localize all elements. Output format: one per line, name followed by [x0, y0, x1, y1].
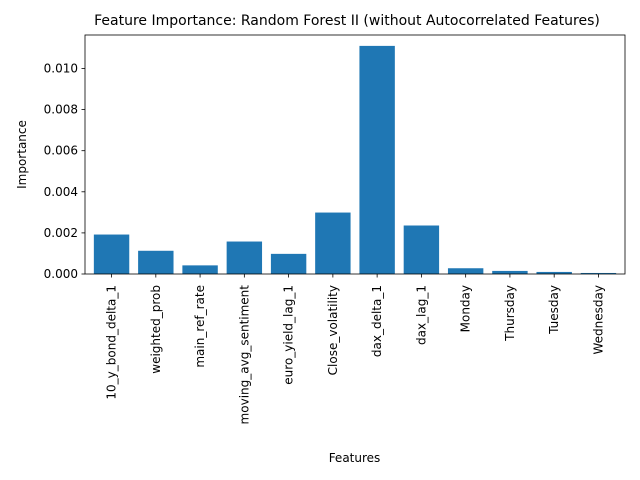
y-axis-label: Importance	[15, 120, 29, 189]
x-tick-label: 10_y_bond_delta_1	[105, 285, 119, 400]
bar-10_y_bond_delta_1	[93, 234, 130, 274]
bar-Thursday	[492, 270, 528, 274]
y-tick-label: 0.008	[44, 103, 78, 117]
x-tick-label: Monday	[459, 285, 473, 332]
bar-main_ref_rate	[182, 265, 218, 274]
x-tick-label: moving_avg_sentiment	[237, 285, 251, 425]
y-tick-label: 0.002	[44, 226, 78, 240]
bar-euro_yield_lag_1	[270, 253, 307, 274]
y-axis: 0.000 0.002 0.004 0.006 0.008 0.010	[44, 61, 85, 281]
bar-dax_delta_1	[359, 45, 395, 274]
x-tick-label: dax_lag_1	[414, 285, 428, 345]
bar-Close_volatility	[315, 212, 351, 274]
bar-weighted_prob	[138, 250, 174, 274]
y-tick-label: 0.004	[44, 185, 78, 199]
x-tick-label: weighted_prob	[149, 285, 163, 374]
bar-Wednesday	[580, 272, 617, 274]
bar-moving_avg_sentiment	[226, 241, 263, 274]
y-tick-label: 0.006	[44, 144, 78, 158]
x-tick-label: Close_volatility	[326, 285, 340, 375]
x-tick-label: Tuesday	[547, 285, 561, 335]
bar-dax_lag_1	[403, 225, 440, 274]
x-tick-label: dax_delta_1	[370, 285, 384, 357]
x-tick-label: main_ref_rate	[193, 285, 207, 368]
plot-frame	[84, 34, 626, 275]
bar-Tuesday	[536, 271, 572, 274]
y-tick-label: 0.000	[44, 267, 78, 281]
x-axis-label: Features	[329, 451, 381, 465]
chart-title: Feature Importance: Random Forest II (wi…	[94, 13, 600, 29]
y-tick-label: 0.010	[44, 61, 78, 75]
bars-group	[93, 45, 617, 274]
bar-Monday	[447, 268, 484, 274]
x-tick-label: Wednesday	[591, 285, 605, 354]
x-tick-label: euro_yield_lag_1	[282, 285, 296, 385]
x-tick-label: Thursday	[503, 285, 517, 342]
x-axis: 10_y_bond_delta_1 weighted_prob main_ref_r…	[105, 274, 605, 425]
